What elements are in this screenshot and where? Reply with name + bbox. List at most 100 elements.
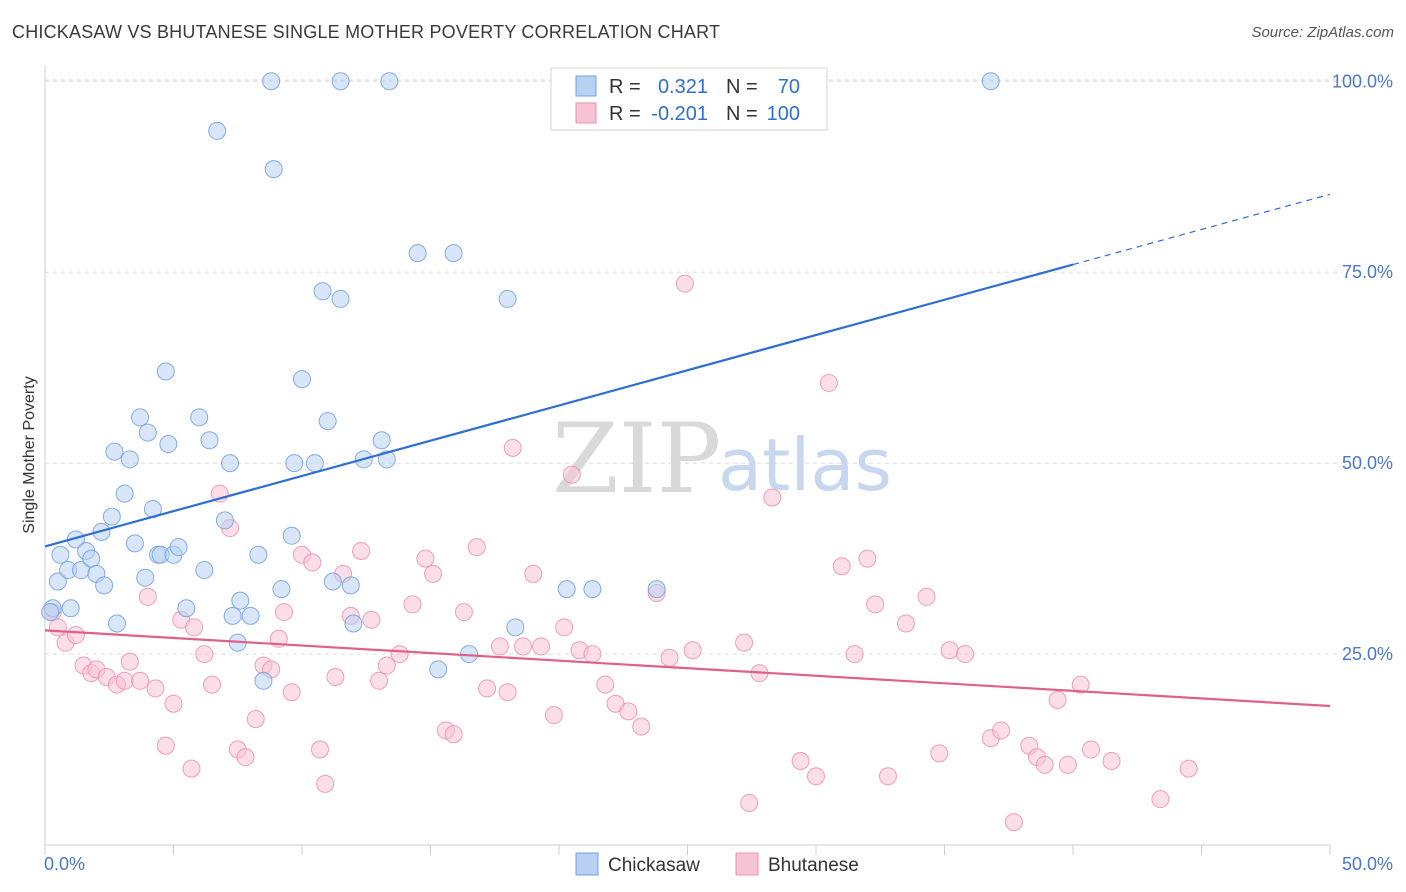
bhutanese-point [514, 637, 533, 656]
chickasaw-point [241, 606, 260, 625]
bhutanese-point [683, 641, 702, 660]
chickasaw-point [102, 507, 121, 526]
bhutanese-point [1058, 755, 1077, 774]
bhutanese-point [1071, 675, 1090, 694]
legend-bottom: Chickasaw Bhutanese [575, 852, 859, 876]
bhutanese-point [236, 748, 255, 767]
axes [44, 66, 1331, 855]
legend-r-label: R = [609, 103, 641, 125]
chickasaw-point [195, 561, 214, 580]
chickasaw-point [318, 412, 337, 431]
bhutanese-point [203, 675, 222, 694]
bhutanese-point [326, 667, 345, 686]
bhutanese-point [532, 637, 551, 656]
bhutanese-point [660, 648, 679, 667]
bhutanese-point [1179, 759, 1198, 778]
bhutanese-point [675, 274, 694, 293]
legend-top: R = 0.321 N = 70 R = -0.201 N = 100 [550, 67, 828, 131]
bhutanese-point [940, 641, 959, 660]
bhutanese-point [370, 671, 389, 690]
chart-title: CHICKASAW VS BHUTANESE SINGLE MOTHER POV… [12, 22, 721, 42]
chickasaw-point [115, 484, 134, 503]
chickasaw-point [313, 282, 332, 301]
bhutanese-point [896, 614, 915, 633]
legend-swatch-bhutanese [575, 102, 597, 124]
chickasaw-point [169, 538, 188, 557]
y-tick-label: 75.0% [1342, 262, 1393, 282]
bhutanese-point [115, 671, 134, 690]
legend-swatch-chickasaw [575, 75, 597, 97]
bhutanese-point [377, 656, 396, 675]
bhutanese-point [275, 603, 294, 622]
legend-r-value: 0.321 [658, 76, 708, 98]
chickasaw-point [272, 580, 291, 599]
legend-n-label: N = [726, 103, 758, 125]
legend-r-value: -0.201 [651, 103, 708, 125]
chickasaw-point [131, 408, 150, 427]
chickasaw-point [208, 121, 227, 140]
y-tick-label: 50.0% [1342, 453, 1393, 473]
chickasaw-points [41, 72, 1000, 690]
bhutanese-point [735, 633, 754, 652]
bhutanese-point [362, 610, 381, 629]
bhutanese-point [619, 702, 638, 721]
chickasaw-point [506, 618, 525, 637]
chickasaw-point [262, 72, 281, 91]
chickasaw-point [215, 511, 234, 530]
bhutanese-point [444, 725, 463, 744]
bhutanese-point [555, 618, 574, 637]
watermark-zip: ZIP [552, 403, 721, 515]
chickasaw-point [223, 606, 242, 625]
watermark-atlas: atlas [718, 423, 892, 507]
y-axis-title: Single Mother Poverty [21, 376, 38, 533]
bhutanese-point [930, 744, 949, 763]
legend-swatch-bhutanese [735, 852, 759, 876]
chickasaw-point [981, 72, 1000, 91]
bhutanese-point [403, 595, 422, 614]
chickasaw-point [264, 160, 283, 179]
bhutanese-point [1035, 755, 1054, 774]
watermark: ZIP atlas [552, 403, 892, 515]
bhutanese-point [416, 549, 435, 568]
chickasaw-point [498, 289, 517, 308]
chickasaw-point [377, 450, 396, 469]
bhutanese-point [1004, 813, 1023, 832]
chickasaw-point [444, 244, 463, 263]
legend-swatch-chickasaw [575, 852, 599, 876]
bhutanese-point [146, 679, 165, 698]
bhutanese-point [992, 721, 1011, 740]
chickasaw-point [221, 454, 240, 473]
bhutanese-point [138, 587, 157, 606]
bhutanese-point [498, 683, 517, 702]
bhutanese-point [858, 549, 877, 568]
bhutanese-point [303, 553, 322, 572]
bhutanese-point [454, 603, 473, 622]
bhutanese-point [845, 645, 864, 664]
source-label: Source: ZipAtlas.com [1251, 24, 1394, 41]
chickasaw-point [105, 442, 124, 461]
chickasaw-point [82, 549, 101, 568]
trend-lines [44, 193, 1331, 708]
bhutanese-point [185, 618, 204, 637]
legend-n-value: 100 [767, 103, 800, 125]
grid-lines [45, 79, 1342, 655]
chickasaw-trend-line [44, 263, 1074, 548]
bhutanese-point [524, 564, 543, 583]
chickasaw-point [200, 431, 219, 450]
bhutanese-point [316, 774, 335, 793]
chickasaw-point [159, 435, 178, 454]
bhutanese-point [791, 751, 810, 770]
chickasaw-point [41, 603, 60, 622]
bhutanese-point [819, 373, 838, 392]
legend-label-bhutanese: Bhutanese [768, 855, 859, 876]
legend-n-value: 70 [778, 76, 800, 98]
bhutanese-point [1151, 790, 1170, 809]
legend-box [550, 67, 828, 131]
chickasaw-point [305, 454, 324, 473]
bhutanese-point [1081, 740, 1100, 759]
chickasaw-point [231, 591, 250, 610]
chickasaw-point [557, 580, 576, 599]
chickasaw-point [95, 576, 114, 595]
chickasaw-point [429, 660, 448, 679]
legend-label-chickasaw: Chickasaw [608, 855, 700, 876]
